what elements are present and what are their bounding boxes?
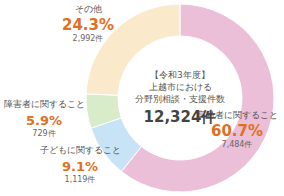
title-line: 分野別相談・支援件数 [135, 94, 225, 104]
count-label: 1,119件 [65, 175, 96, 184]
labels: 高齢者に関すること60.7%7,484件子どもに関すること9.1%1,119件障… [4, 4, 278, 184]
title-line: 【令和3年度】 [150, 70, 209, 80]
total-label: 12,324件 [144, 108, 217, 126]
value-label: 9.1% [62, 159, 98, 174]
category-label: 子どもに関すること [40, 145, 121, 155]
value-label: 5.9% [26, 113, 62, 128]
center-text: 【令和3年度】上越市における分野別相談・支援件数 12,324件 [135, 70, 225, 126]
count-label: 7,484件 [222, 140, 253, 149]
category-label: その他 [75, 4, 102, 14]
slices [86, 4, 274, 192]
value-label: 24.3% [62, 16, 114, 34]
title-line: 上越市における [149, 82, 212, 92]
category-label: 障害者に関すること [4, 99, 85, 109]
slice [86, 94, 121, 128]
chart: 高齢者に関すること60.7%7,484件子どもに関すること9.1%1,119件障… [0, 0, 284, 196]
count-label: 2,992件 [73, 34, 104, 43]
count-label: 729件 [32, 129, 55, 138]
value-label: 60.7% [211, 122, 263, 140]
